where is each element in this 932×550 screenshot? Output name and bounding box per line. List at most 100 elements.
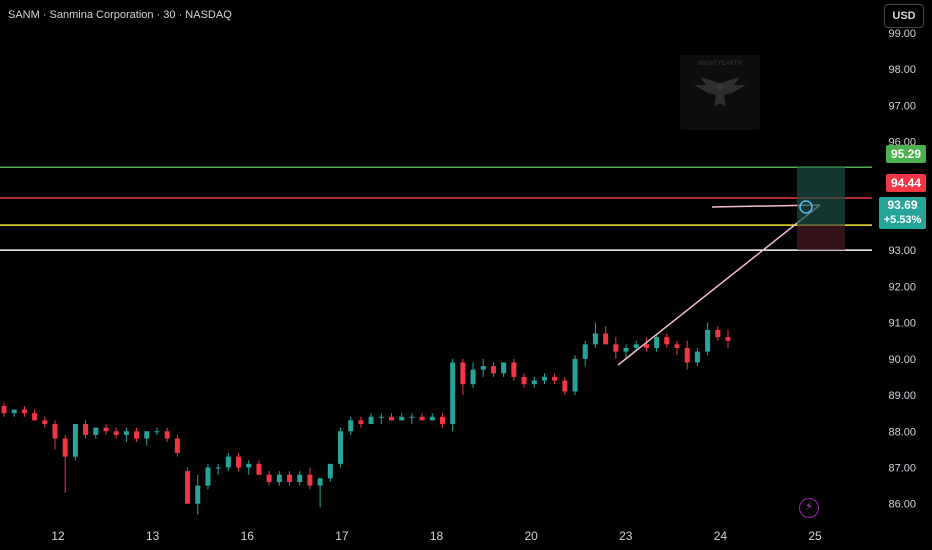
x-tick-label: 25 (808, 529, 822, 543)
candle-body (694, 351, 700, 363)
target-circle-marker (799, 200, 813, 214)
candle-body (460, 362, 466, 385)
stop-price-badge: 94.44 (885, 174, 926, 192)
candle-body (103, 427, 109, 432)
candle-body (113, 431, 119, 435)
candle-body (276, 474, 282, 482)
candle-body (562, 380, 568, 392)
x-tick-label: 17 (335, 529, 349, 543)
candle-body (490, 366, 496, 374)
y-tick-label: 90.00 (888, 354, 916, 366)
currency-button[interactable]: USD (884, 4, 924, 28)
candle-body (154, 431, 160, 433)
candle-body (409, 416, 415, 418)
x-tick-label: 20 (524, 529, 538, 543)
y-tick-label: 99.00 (888, 28, 916, 40)
candle-body (195, 485, 201, 504)
candle-body (429, 416, 435, 421)
candle-body (582, 344, 588, 359)
candle-body (501, 362, 507, 374)
candle-body (623, 347, 629, 352)
candle-body (399, 416, 405, 421)
candle-body (21, 409, 27, 414)
candle-body (684, 347, 690, 363)
y-tick-label: 87.00 (888, 462, 916, 474)
candle-body (327, 463, 333, 479)
candle-body (185, 471, 191, 504)
x-tick-label: 18 (430, 529, 444, 543)
x-tick-label: 24 (714, 529, 728, 543)
candle-body (603, 333, 609, 345)
candle-body (307, 474, 313, 486)
candle-body (378, 416, 384, 418)
candle-body (725, 337, 731, 341)
candle-body (338, 431, 344, 464)
candle-body (531, 380, 537, 385)
watermark-label: MIGHTYEARTH (698, 61, 742, 67)
watermark-logo: MIGHTYEARTH (680, 55, 760, 130)
candle-body (643, 344, 649, 348)
candle-body (470, 369, 476, 385)
eagle-icon (694, 77, 746, 107)
trendline (617, 204, 821, 366)
candle-body (592, 333, 598, 345)
candle-body (388, 416, 394, 421)
candle-body (317, 478, 323, 486)
candle-body (511, 362, 517, 377)
y-tick-label: 93.00 (888, 245, 916, 257)
symbol-title: SANM · Sanmina Corporation · 30 · NASDAQ (8, 9, 232, 21)
x-tick-label: 12 (51, 529, 65, 543)
candle-body (348, 420, 354, 432)
candle-body (134, 431, 140, 439)
candle-body (266, 474, 272, 482)
candle-body (368, 416, 374, 425)
x-tick-label: 13 (146, 529, 160, 543)
candle-body (236, 456, 242, 468)
candle-body (439, 416, 445, 425)
x-tick-label: 23 (619, 529, 633, 543)
candle-body (521, 376, 527, 385)
x-tick-label: 16 (241, 529, 255, 543)
lightning-icon[interactable]: ⚡ (799, 498, 819, 518)
y-tick-label: 86.00 (888, 499, 916, 511)
candle-body (123, 431, 129, 435)
candle-body (144, 431, 150, 439)
loss-zone (797, 225, 845, 251)
candle-body (715, 329, 721, 338)
candle-body (11, 409, 17, 414)
y-tick-label: 98.00 (888, 64, 916, 76)
candle-body (215, 467, 221, 469)
candle-body (164, 431, 170, 439)
candle-body (256, 463, 262, 475)
candle-body (93, 427, 99, 435)
take-profit-price-badge: 95.29 (885, 145, 926, 163)
candle-body (572, 358, 578, 392)
candle-body (674, 344, 680, 348)
candle-body (633, 344, 639, 348)
y-tick-label: 91.00 (888, 318, 916, 330)
candle-body (358, 420, 364, 425)
profit-zone (797, 167, 845, 226)
candle-body (450, 362, 456, 425)
candle-body (613, 344, 619, 352)
candle-body (541, 376, 547, 381)
candle-body (246, 463, 252, 468)
y-tick-label: 89.00 (888, 390, 916, 402)
candle-body (32, 413, 38, 421)
candle-body (705, 329, 711, 352)
candle-body (52, 424, 58, 439)
candle-body (480, 366, 486, 370)
candle-body (552, 376, 558, 381)
candle-body (419, 416, 425, 421)
candle-body (174, 438, 180, 453)
candle-body (42, 420, 48, 425)
candle-body (62, 438, 68, 457)
candle-body (72, 424, 78, 457)
candle-body (654, 337, 660, 348)
candle-body (205, 467, 211, 486)
candle-body (1, 405, 7, 414)
candle-body (225, 456, 231, 468)
last-price-value: 93.69 (887, 198, 918, 212)
